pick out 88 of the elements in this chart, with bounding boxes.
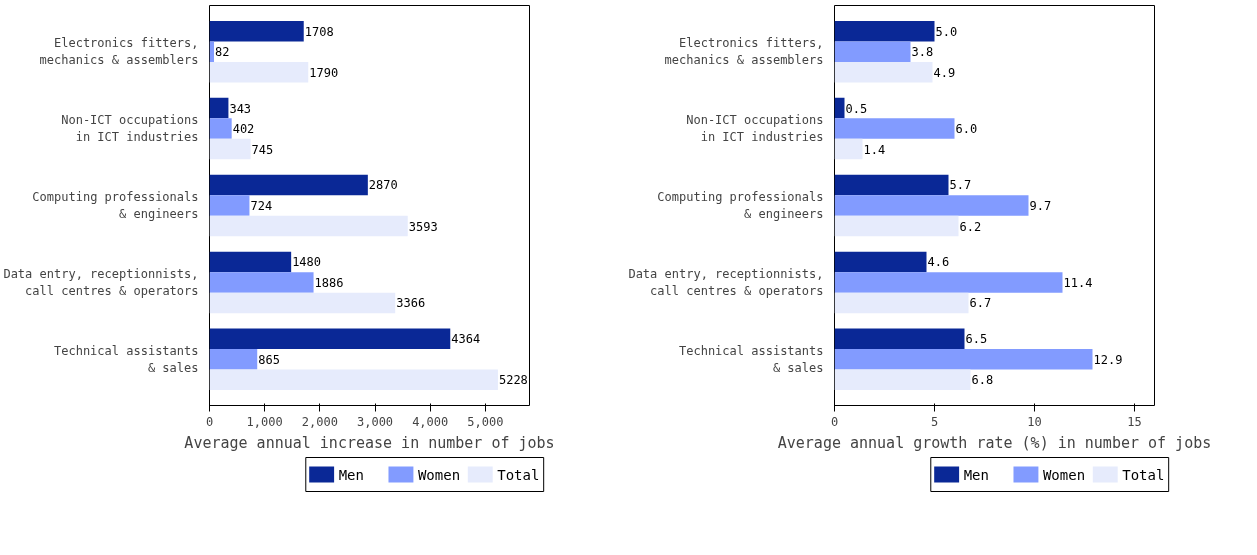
bar (834, 251, 927, 273)
data-label: 3.8 (911, 45, 934, 60)
bar (834, 292, 969, 314)
y-tick-label: Data entry, receptionnists, call centres & operators (3, 267, 199, 298)
data-label: 1.4 (863, 142, 886, 157)
bar (834, 349, 1093, 370)
data-label: 5228 (498, 373, 528, 388)
x-axis-title: Average annual growth rate (%) in number of jobs (777, 433, 1212, 452)
x-axis-title: Average annual increase in number of jobs (184, 433, 555, 452)
bar (209, 174, 368, 196)
legend-label: Total (1122, 466, 1165, 483)
data-label: 724 (250, 199, 273, 213)
x-tick-label: 10 (1027, 414, 1042, 429)
y-tick-label: Computing professionals & engineers (32, 190, 199, 221)
bar (834, 174, 949, 196)
bar (209, 195, 250, 216)
data-label: 4.9 (933, 65, 956, 80)
x-tick-label: 0 (205, 414, 214, 429)
data-label: 5.0 (935, 24, 958, 39)
bar (834, 41, 911, 62)
bar (209, 328, 451, 350)
data-label: 0.5 (845, 101, 868, 116)
y-tick-label: Technical assistants & sales (54, 343, 199, 375)
bar (209, 251, 292, 273)
data-label: 4364 (451, 332, 481, 347)
bar (834, 328, 965, 350)
y-tick-label: Electronics fitters, mechanics & assemblers (664, 36, 824, 68)
bar (834, 61, 933, 83)
bar (834, 138, 863, 160)
bar (834, 195, 1029, 216)
y-tick-label: Data entry, receptionnists, call centres & operators (628, 267, 824, 298)
legend-label: Total (497, 466, 540, 483)
bar (834, 215, 959, 237)
x-tick-label: 5,000 (467, 414, 504, 429)
data-label: 82 (215, 45, 230, 60)
y-tick-label: Computing professionals & engineers (657, 190, 824, 221)
legend-label: Women (1042, 466, 1086, 483)
data-label: 865 (258, 352, 280, 367)
bar (209, 369, 498, 391)
bar (209, 97, 229, 119)
x-tick-label: 15 (1127, 414, 1142, 429)
data-label: 3593 (408, 219, 438, 234)
data-label: 6.5 (965, 332, 988, 347)
data-label: 343 (229, 101, 252, 116)
bar (209, 292, 396, 314)
y-tick-label: Non-ICT occupations in ICT industries (61, 113, 199, 144)
bar (209, 61, 309, 83)
bar (209, 272, 314, 293)
data-label: 9.7 (1029, 199, 1052, 213)
data-label: 402 (232, 122, 255, 137)
y-tick-label: Non-ICT occupations in ICT industries (686, 113, 824, 144)
data-label: 2870 (368, 178, 398, 193)
data-label: 4.6 (927, 255, 950, 270)
data-label: 12.9 (1093, 352, 1123, 367)
data-label: 1886 (314, 275, 344, 290)
data-label: 1708 (304, 24, 334, 39)
bar (834, 20, 935, 42)
x-tick-label: 3,000 (356, 414, 394, 429)
x-tick-label: 5 (930, 414, 939, 429)
legend-label: Men (963, 466, 989, 483)
bar (209, 118, 232, 139)
data-label: 6.7 (969, 296, 992, 311)
data-label: 745 (251, 142, 274, 157)
bar (834, 97, 845, 119)
data-label: 5.7 (949, 178, 972, 193)
x-tick-label: 0 (830, 414, 839, 429)
data-label: 1790 (309, 65, 339, 80)
bar (209, 20, 304, 42)
data-label: 6.0 (955, 122, 978, 137)
data-label: 6.8 (971, 373, 994, 388)
data-label: 11.4 (1063, 275, 1093, 290)
bar (834, 369, 971, 391)
bar (209, 138, 251, 160)
bar (209, 41, 215, 62)
data-label: 1480 (292, 255, 322, 270)
y-tick-label: Technical assistants & sales (679, 343, 824, 375)
x-tick-label: 2,000 (301, 414, 338, 429)
y-tick-label: Electronics fitters, mechanics & assemblers (39, 36, 199, 68)
bar (834, 118, 955, 139)
bar (834, 272, 1063, 293)
data-label: 3366 (396, 296, 426, 311)
data-label: 6.2 (959, 219, 982, 234)
bar (209, 215, 408, 237)
legend-label: Men (338, 466, 364, 483)
x-tick-label: 1,000 (246, 414, 283, 429)
legend-label: Women (417, 466, 461, 483)
x-tick-label: 4,000 (412, 414, 449, 429)
bar (209, 349, 258, 370)
